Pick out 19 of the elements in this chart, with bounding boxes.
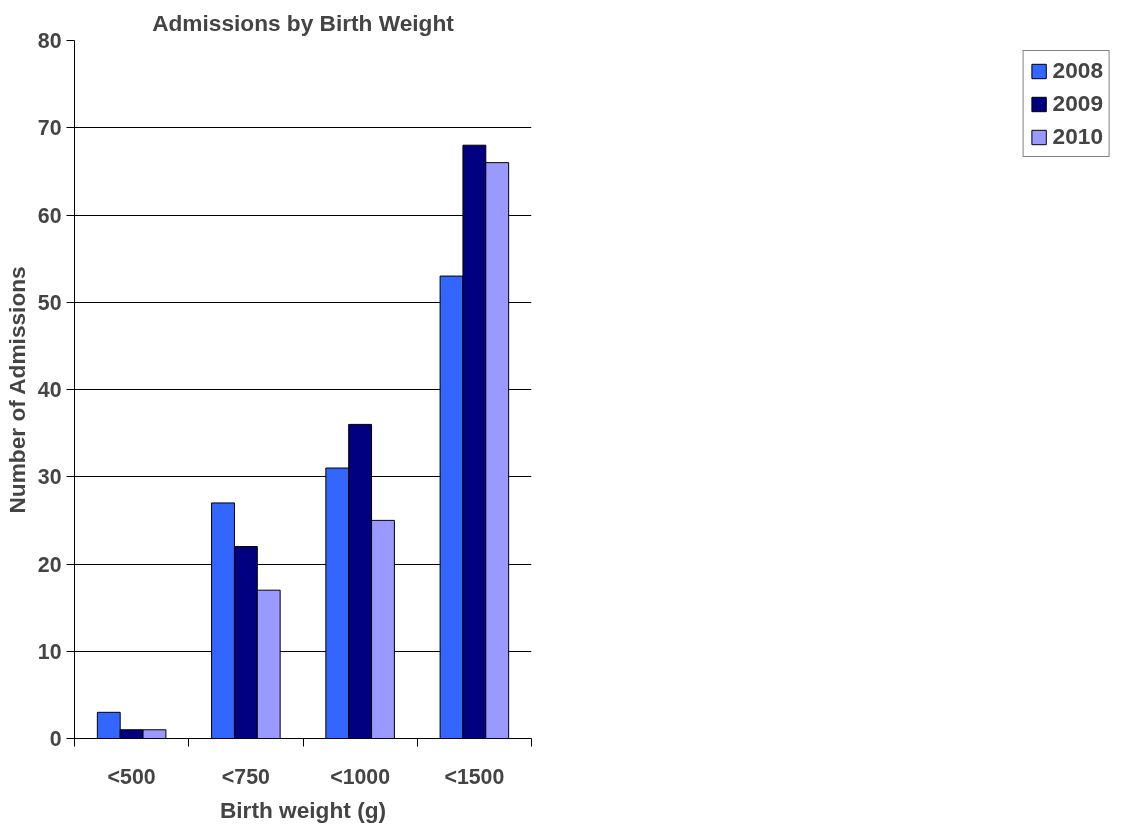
chart-title: Admissions by Birth Weight bbox=[152, 9, 455, 36]
legend-label: 2009 bbox=[1052, 90, 1103, 117]
x-tick-label: <750 bbox=[221, 764, 270, 789]
y-tick-label: 10 bbox=[37, 639, 62, 664]
y-tick-label: 0 bbox=[49, 727, 62, 751]
y-tick-label: 60 bbox=[37, 203, 62, 228]
y-tick-label: 50 bbox=[37, 290, 62, 315]
y-axis-title: Number of Admissions bbox=[3, 266, 30, 514]
y-tick-label: 30 bbox=[37, 465, 62, 490]
y-tick-label: 80 bbox=[37, 29, 62, 53]
x-tick-label: <1500 bbox=[444, 764, 505, 789]
x-axis-title: Birth weight (g) bbox=[219, 796, 387, 823]
x-tick-label: <500 bbox=[107, 764, 156, 789]
legend-label: 2008 bbox=[1052, 57, 1103, 84]
y-tick-label: 70 bbox=[37, 116, 62, 141]
y-tick-label: 20 bbox=[37, 552, 62, 577]
x-tick-label: <1000 bbox=[330, 764, 391, 789]
y-tick-label: 40 bbox=[37, 378, 62, 402]
legend-label: 2010 bbox=[1052, 123, 1103, 150]
